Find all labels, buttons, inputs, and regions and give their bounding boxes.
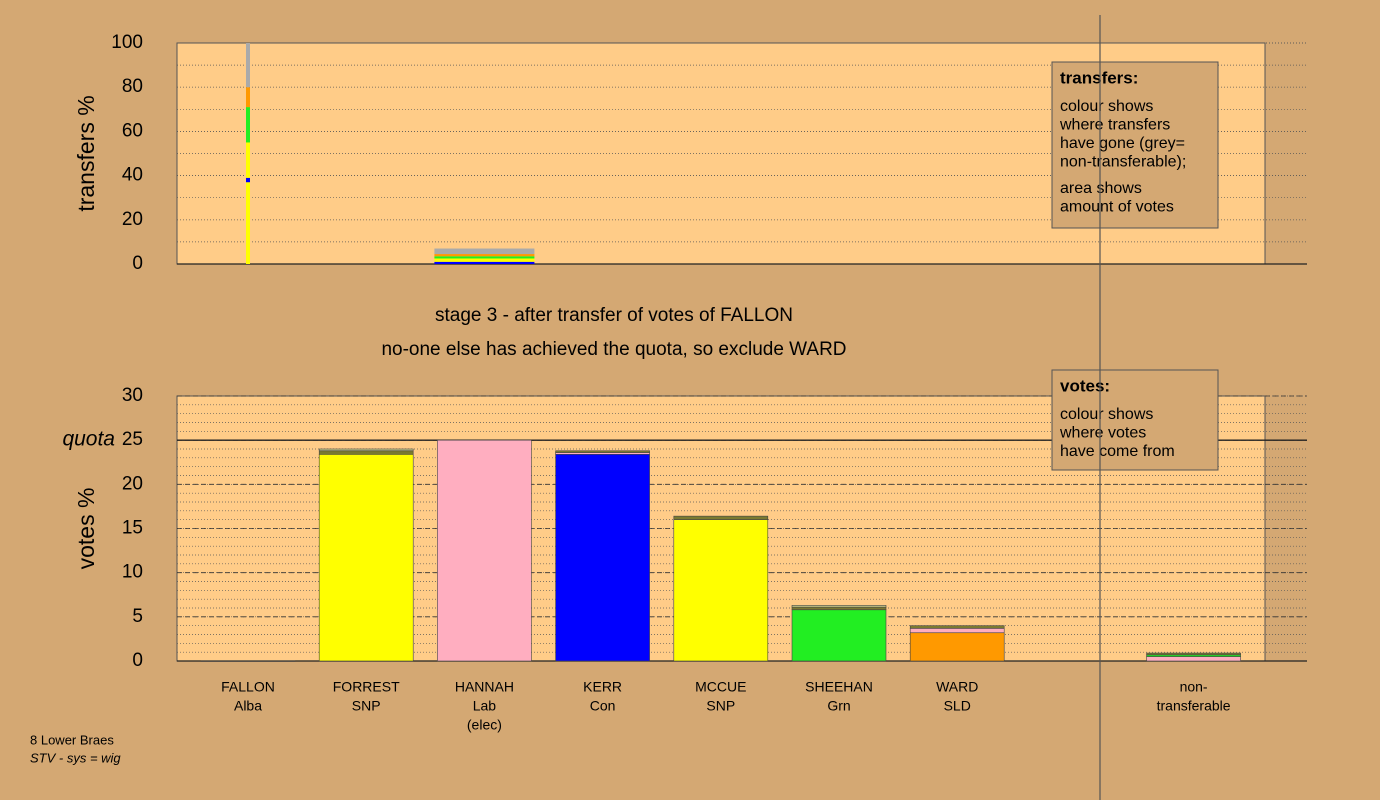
legend-text: where transfers <box>1059 117 1170 134</box>
bar-segment <box>909 625 1005 629</box>
bar-segment <box>909 628 1005 634</box>
x-tick-label: SLD <box>944 698 971 714</box>
bar-segment <box>246 43 250 88</box>
bar-segment <box>246 107 250 143</box>
quota-label: quota <box>62 428 115 451</box>
x-tick-label: WARD <box>936 679 978 695</box>
x-tick-label: KERR <box>583 679 622 695</box>
bar-segment <box>1146 652 1241 656</box>
footer-place: 8 Lower Braes <box>30 732 114 747</box>
bar-segment <box>200 660 296 662</box>
y-tick-label: 100 <box>111 32 143 53</box>
y-axis-label: votes % <box>73 488 99 570</box>
x-tick-label: FALLON <box>221 679 275 695</box>
bar-segment <box>434 256 535 259</box>
x-tick-label: Grn <box>827 698 850 714</box>
chart-title: no-one else has achieved the quota, so e… <box>381 339 846 360</box>
y-tick-label: 20 <box>122 473 143 494</box>
x-tick-label: Con <box>590 698 616 714</box>
legend-box <box>1051 61 1219 229</box>
bar-segment <box>909 632 1005 662</box>
legend-title: transfers: <box>1060 68 1138 87</box>
legend-text: non-transferable); <box>1060 154 1186 171</box>
bar-segment <box>246 142 250 178</box>
bar-segment <box>791 606 887 611</box>
bar-segment <box>673 519 769 662</box>
y-tick-label: 15 <box>122 518 143 539</box>
bar-segment <box>791 609 887 662</box>
bar-segment <box>246 177 250 183</box>
y-tick-label: 25 <box>122 429 143 450</box>
bar-segment <box>434 261 535 264</box>
legend-text: colour shows <box>1060 98 1153 115</box>
legend-text: have gone (grey= <box>1060 135 1185 152</box>
legend-box <box>1051 369 1219 471</box>
bar-segment <box>1146 656 1241 662</box>
bar-segment <box>555 453 650 662</box>
bar-segment <box>434 254 535 257</box>
x-tick-label: SHEEHAN <box>805 679 873 695</box>
footer-system: STV - sys = wig <box>30 750 121 765</box>
x-tick-label: SNP <box>352 698 381 714</box>
y-tick-label: 80 <box>122 76 143 97</box>
legend-title: votes: <box>1060 376 1110 395</box>
y-axis-label: transfers % <box>73 95 99 211</box>
bar-segment <box>437 439 532 662</box>
x-tick-label: SNP <box>706 698 735 714</box>
y-tick-label: 60 <box>122 120 143 141</box>
legend-text: colour shows <box>1060 406 1153 423</box>
y-tick-label: 0 <box>132 253 143 274</box>
y-tick-label: 20 <box>122 209 143 230</box>
x-tick-label: MCCUE <box>695 679 746 695</box>
bar-segment <box>246 182 250 264</box>
y-tick-label: 0 <box>132 650 143 671</box>
x-tick-label: non- <box>1180 679 1208 695</box>
x-tick-label: (elec) <box>467 717 502 733</box>
y-tick-label: 10 <box>122 562 143 583</box>
bar-segment <box>318 453 414 662</box>
bar-segment <box>246 87 250 108</box>
bar-segment <box>318 450 414 455</box>
y-tick-label: 40 <box>122 165 143 186</box>
x-tick-label: Lab <box>473 698 497 714</box>
legend-text: where votes <box>1059 425 1146 442</box>
bar-segment <box>434 258 535 262</box>
x-tick-label: transferable <box>1157 698 1231 714</box>
x-tick-label: FORREST <box>333 679 400 695</box>
bar-segment <box>791 605 887 608</box>
y-tick-label: 30 <box>122 385 143 406</box>
x-tick-label: HANNAH <box>455 679 514 695</box>
bar-segment <box>555 450 650 453</box>
legend-text: amount of votes <box>1060 199 1174 216</box>
bar-segment <box>318 448 414 452</box>
y-tick-label: 5 <box>132 606 143 627</box>
legend-text: area shows <box>1060 180 1142 197</box>
x-tick-label: Alba <box>234 698 262 714</box>
bar-segment <box>673 515 769 520</box>
chart-title: stage 3 - after transfer of votes of FAL… <box>435 305 793 326</box>
bar-segment <box>434 248 535 255</box>
legend-text: have come from <box>1060 443 1175 460</box>
